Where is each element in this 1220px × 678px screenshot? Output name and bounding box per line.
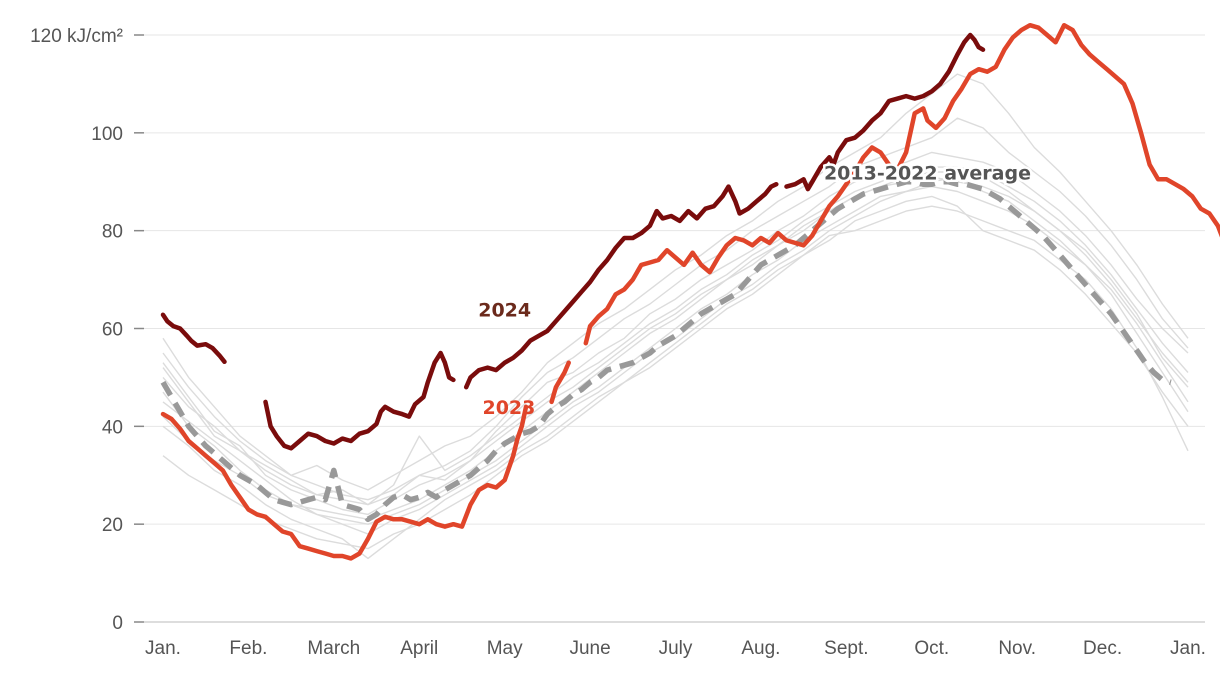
x-tick-label: Sept. — [824, 638, 868, 659]
background-year-lines — [162, 73, 1189, 560]
background-year-line — [162, 73, 1189, 491]
x-tick-label: Jan. — [1170, 638, 1206, 659]
background-year-line — [162, 171, 1189, 520]
series-line-average — [160, 179, 1172, 523]
y-tick-label: 0 — [112, 613, 123, 634]
y-axis: 0 20 40 60 80 100 120 kJ/cm² — [30, 26, 144, 634]
y-tick-label: 80 — [102, 222, 123, 243]
x-tick-label: Aug. — [741, 638, 780, 659]
background-year-line — [162, 176, 1189, 516]
y-tick-label: 40 — [102, 417, 123, 438]
x-tick-label: Jan. — [145, 638, 181, 659]
background-year-line — [162, 166, 1189, 506]
series-line-2023 — [160, 404, 529, 561]
x-tick-label: May — [487, 638, 523, 659]
x-tick-label: April — [400, 638, 438, 659]
x-tick-label: Oct. — [914, 638, 949, 659]
background-year-line — [162, 205, 1189, 560]
x-tick-label: July — [659, 638, 693, 659]
series-line-2023 — [583, 22, 1220, 346]
series-line-2024 — [463, 181, 779, 390]
series-line-2024 — [784, 32, 986, 192]
x-tick-label: Feb. — [229, 638, 267, 659]
series-label-average: 2013-2022 average — [824, 162, 1031, 184]
series-label-2023: 2023 — [482, 397, 535, 419]
series-label-2024: 2024 — [478, 299, 531, 321]
series-line-2024 — [160, 312, 227, 365]
y-tick-label: 100 — [91, 124, 123, 145]
background-year-line — [162, 195, 1189, 550]
x-tick-label: Dec. — [1083, 638, 1122, 659]
background-year-line — [162, 185, 1189, 525]
highlighted-series — [160, 22, 1220, 561]
series-line-2024 — [263, 350, 456, 451]
y-tick-label: 120 kJ/cm² — [30, 26, 123, 47]
series-labels: 2013-2022 average 2023 2024 — [478, 160, 1033, 419]
x-tick-label: June — [569, 638, 610, 659]
x-tick-label: March — [307, 638, 360, 659]
series-line-2023 — [549, 360, 571, 405]
grid-lines — [137, 34, 1205, 623]
y-tick-label: 20 — [102, 515, 123, 536]
x-axis: Jan. Feb. March April May June July Aug. Sept. Oc… — [145, 638, 1206, 659]
background-year-line — [162, 117, 1189, 501]
x-tick-label: Nov. — [998, 638, 1036, 659]
y-tick-label: 60 — [102, 320, 123, 341]
